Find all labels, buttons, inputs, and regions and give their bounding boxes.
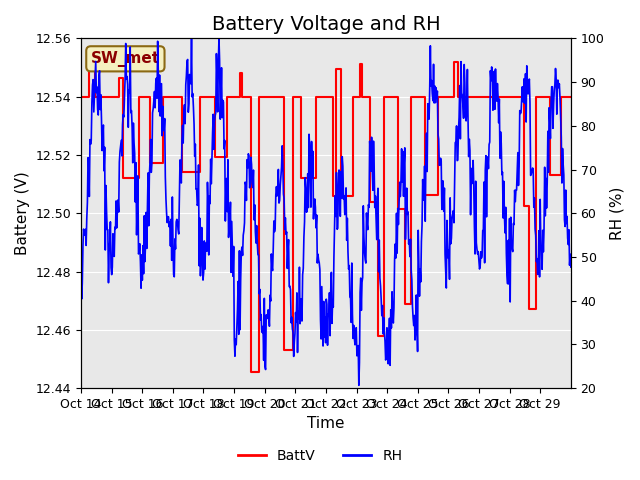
Y-axis label: Battery (V): Battery (V) — [15, 171, 30, 255]
Text: SW_met: SW_met — [91, 51, 160, 67]
Y-axis label: RH (%): RH (%) — [610, 187, 625, 240]
Legend: BattV, RH: BattV, RH — [232, 443, 408, 468]
Title: Battery Voltage and RH: Battery Voltage and RH — [212, 15, 440, 34]
X-axis label: Time: Time — [307, 417, 345, 432]
